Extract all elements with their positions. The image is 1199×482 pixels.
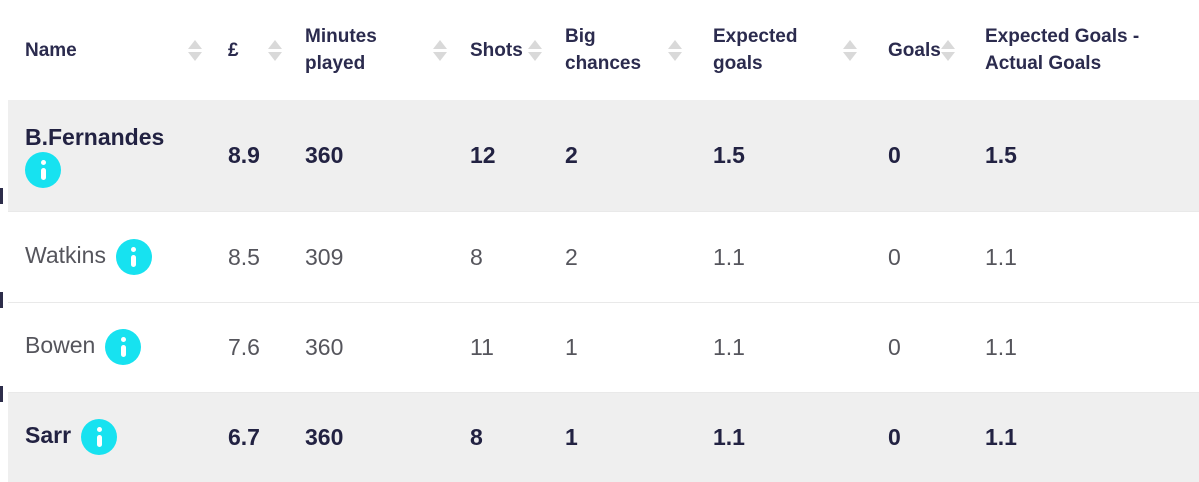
left-edge-border-fragment	[0, 386, 3, 402]
sort-arrows-icon[interactable]	[668, 39, 682, 61]
price-cell: 6.7	[210, 391, 290, 482]
sort-arrows-icon[interactable]	[843, 39, 857, 61]
minutes-cell: 360	[290, 391, 455, 482]
header-row: Name £ Minutes played	[8, 0, 1199, 100]
column-label: Expected goals	[713, 26, 798, 74]
sort-arrows-icon[interactable]	[268, 39, 282, 61]
goals-cell: 0	[865, 301, 962, 392]
price-cell: 8.5	[210, 210, 290, 302]
shots-cell: 12	[470, 142, 496, 169]
sort-up-icon	[188, 39, 202, 49]
column-label: £	[228, 39, 239, 61]
sort-up-icon	[668, 39, 682, 49]
table-row-watkins: Watkins 8.5 309 8 2 1.1 0 1.1	[8, 210, 1199, 302]
column-label: Name	[25, 39, 77, 61]
xg-minus-goals-cell: 1.5	[985, 142, 1017, 169]
shots-cell: 11	[455, 301, 550, 392]
player-name: Sarr	[25, 422, 72, 449]
sort-down-icon	[843, 51, 857, 61]
minutes-cell: 360	[290, 301, 455, 392]
column-header-xg-minus-goals: Expected Goals - Actual Goals	[962, 0, 1199, 100]
sort-down-icon	[433, 51, 447, 61]
column-header-name[interactable]: Name	[8, 0, 210, 100]
player-name-cell: B.Fernandes	[8, 100, 210, 211]
big-chances-cell: 2	[550, 210, 690, 302]
column-header-price[interactable]: £	[210, 0, 290, 100]
sort-down-icon	[268, 51, 282, 61]
player-name-cell: Bowen	[8, 301, 210, 392]
goals-cell: 0	[865, 210, 962, 302]
sort-down-icon	[940, 51, 955, 61]
big-chances-cell: 1	[550, 391, 690, 482]
xg-minus-goals-cell: 1.1	[962, 210, 1199, 302]
sort-up-icon	[940, 39, 955, 49]
player-stats-table: Name £ Minutes played	[8, 0, 1199, 482]
expected-goals-cell: 1.5	[713, 142, 745, 169]
expected-goals-cell: 1.1	[690, 301, 865, 392]
player-name: Bowen	[25, 332, 96, 359]
table-row-sarr: Sarr 6.7 360 8 1 1.1 0 1.1	[8, 391, 1199, 482]
sort-down-icon	[188, 51, 202, 61]
table-row-bowen: Bowen 7.6 360 11 1 1.1 0 1.1	[8, 301, 1199, 392]
column-label: Big chances	[565, 26, 642, 74]
big-chances-cell: 2	[565, 142, 578, 169]
goals-cell: 0	[888, 142, 901, 169]
column-header-goals[interactable]: Goals	[865, 0, 962, 100]
column-label: Shots	[470, 39, 523, 61]
column-header-shots[interactable]: Shots	[455, 0, 550, 100]
info-icon[interactable]	[25, 152, 61, 189]
player-name: Watkins	[25, 241, 106, 268]
goals-cell: 0	[865, 391, 962, 482]
shots-cell: 8	[455, 210, 550, 302]
column-header-expected-goals[interactable]: Expected goals	[690, 0, 865, 100]
shots-cell: 8	[455, 391, 550, 482]
xg-minus-goals-cell: 1.1	[962, 391, 1199, 482]
sort-up-icon	[433, 39, 447, 49]
big-chances-cell: 1	[550, 301, 690, 392]
sort-down-icon	[528, 51, 542, 61]
price-cell: 8.9	[228, 142, 260, 169]
table-row-bfernandes: B.Fernandes 8.9 360 12 2 1.5 0 1.5	[8, 100, 1199, 211]
sort-up-icon	[843, 39, 857, 49]
minutes-cell: 309	[290, 210, 455, 302]
player-name-cell: Sarr	[8, 391, 210, 482]
sort-up-icon	[268, 39, 282, 49]
info-icon[interactable]	[115, 238, 152, 275]
left-edge-border-fragment	[0, 292, 3, 308]
column-header-big-chances[interactable]: Big chances	[550, 0, 690, 100]
sort-arrows-icon[interactable]	[188, 39, 202, 61]
column-label: Goals	[888, 39, 941, 61]
sort-up-icon	[528, 39, 542, 49]
player-name-cell: Watkins	[8, 210, 210, 302]
left-edge-border-fragment	[0, 188, 3, 204]
column-header-minutes-played[interactable]: Minutes played	[290, 0, 455, 100]
column-label: Minutes played	[305, 26, 377, 74]
sort-arrows-icon[interactable]	[528, 39, 542, 61]
xg-minus-goals-cell: 1.1	[962, 301, 1199, 392]
expected-goals-cell: 1.1	[690, 391, 865, 482]
sort-arrows-icon[interactable]	[433, 39, 447, 61]
minutes-cell: 360	[305, 142, 344, 169]
sort-down-icon	[668, 51, 682, 61]
price-cell: 7.6	[210, 301, 290, 392]
sort-arrows-icon[interactable]	[940, 39, 955, 61]
player-name: B.Fernandes	[25, 124, 165, 151]
column-label: Expected Goals - Actual Goals	[985, 26, 1140, 74]
info-icon[interactable]	[81, 419, 118, 456]
info-icon[interactable]	[105, 329, 142, 365]
expected-goals-cell: 1.1	[690, 210, 865, 302]
